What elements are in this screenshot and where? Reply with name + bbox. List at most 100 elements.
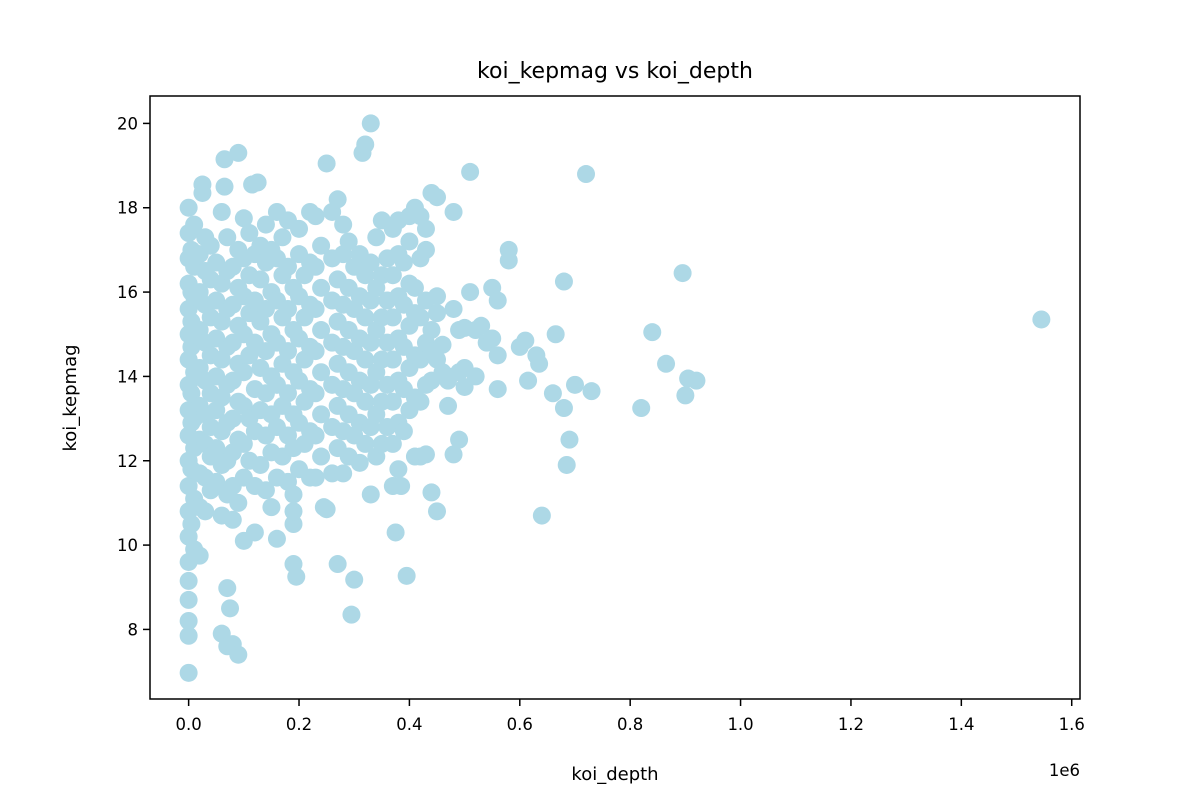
data-point xyxy=(312,236,331,255)
x-tick-label: 1.0 xyxy=(727,715,753,734)
data-point xyxy=(223,409,242,428)
x-tick-label: 0.0 xyxy=(176,715,202,734)
data-point xyxy=(643,323,662,342)
data-point xyxy=(179,590,198,609)
data-point xyxy=(278,257,297,276)
data-point xyxy=(466,367,485,386)
data-point xyxy=(182,515,201,533)
x-tick-label: 0.6 xyxy=(507,715,533,734)
data-point xyxy=(278,384,297,403)
data-point xyxy=(267,529,286,548)
data-point xyxy=(312,447,331,466)
data-point xyxy=(356,135,375,154)
data-point xyxy=(582,382,601,401)
data-point xyxy=(312,363,331,382)
data-point xyxy=(543,384,562,403)
data-point xyxy=(405,278,424,297)
data-point xyxy=(356,392,375,411)
data-point xyxy=(557,455,576,474)
data-point xyxy=(234,363,253,382)
data-point xyxy=(411,308,430,327)
y-tick-label: 18 xyxy=(117,199,138,218)
data-point xyxy=(450,430,469,449)
data-point xyxy=(256,481,275,500)
data-point xyxy=(306,384,325,403)
data-point xyxy=(179,663,198,682)
data-point xyxy=(530,354,549,373)
data-point xyxy=(273,228,292,247)
data-point xyxy=(461,162,480,181)
data-point xyxy=(461,283,480,302)
data-point xyxy=(394,253,413,272)
data-point xyxy=(676,386,695,405)
data-point xyxy=(284,485,303,504)
data-point xyxy=(422,483,441,502)
data-point xyxy=(389,460,408,479)
data-point xyxy=(560,430,579,449)
data-point xyxy=(212,202,231,221)
y-tick-label: 10 xyxy=(117,536,138,555)
data-point xyxy=(383,392,402,411)
data-point xyxy=(356,434,375,453)
data-point xyxy=(383,266,402,285)
data-point xyxy=(339,232,358,251)
data-point xyxy=(516,331,535,350)
data-point xyxy=(439,396,458,415)
x-tick-label: 0.8 xyxy=(617,715,643,734)
data-point xyxy=(488,346,507,365)
data-point xyxy=(428,287,446,306)
data-point xyxy=(312,321,331,340)
data-point xyxy=(193,175,212,194)
data-point xyxy=(218,228,237,247)
y-tick-label: 20 xyxy=(117,114,138,133)
data-point xyxy=(416,219,435,238)
data-point xyxy=(306,468,325,487)
data-point xyxy=(428,188,446,207)
data-point xyxy=(185,215,204,234)
data-point xyxy=(433,335,452,354)
data-point xyxy=(229,493,248,512)
data-point xyxy=(488,291,507,310)
data-point xyxy=(345,570,364,589)
data-point xyxy=(342,605,361,624)
data-point xyxy=(422,321,441,340)
chart-title: koi_kepmag vs koi_depth xyxy=(477,59,753,84)
x-tick-label: 1.6 xyxy=(1059,715,1085,734)
data-point xyxy=(554,399,573,418)
data-point xyxy=(356,308,375,327)
data-point xyxy=(229,645,248,664)
data-point xyxy=(179,611,198,630)
x-tick-label: 0.2 xyxy=(286,715,312,734)
data-point xyxy=(306,207,325,226)
data-point xyxy=(361,114,380,133)
data-point xyxy=(397,566,416,585)
data-point xyxy=(229,143,248,162)
data-point xyxy=(262,498,281,517)
data-point xyxy=(317,500,336,519)
data-point xyxy=(499,251,518,270)
data-point xyxy=(444,202,463,221)
y-axis-label: koi_kepmag xyxy=(60,344,81,451)
data-point xyxy=(201,236,220,255)
data-point xyxy=(251,455,270,474)
data-point xyxy=(334,464,353,483)
y-tick-label: 16 xyxy=(117,283,138,302)
data-point xyxy=(207,439,226,458)
x-tick-label: 1.2 xyxy=(838,715,864,734)
data-point xyxy=(179,571,198,590)
data-point xyxy=(632,399,651,418)
data-point xyxy=(532,506,551,525)
data-point xyxy=(444,445,463,464)
data-point xyxy=(245,523,264,542)
data-point xyxy=(306,257,325,276)
data-point xyxy=(416,445,435,464)
data-point xyxy=(416,240,435,259)
data-point xyxy=(386,523,405,542)
data-point xyxy=(361,253,380,272)
data-point xyxy=(411,392,430,411)
data-point xyxy=(306,426,325,445)
data-point xyxy=(565,375,584,394)
data-point xyxy=(554,272,573,291)
data-point xyxy=(207,472,226,491)
